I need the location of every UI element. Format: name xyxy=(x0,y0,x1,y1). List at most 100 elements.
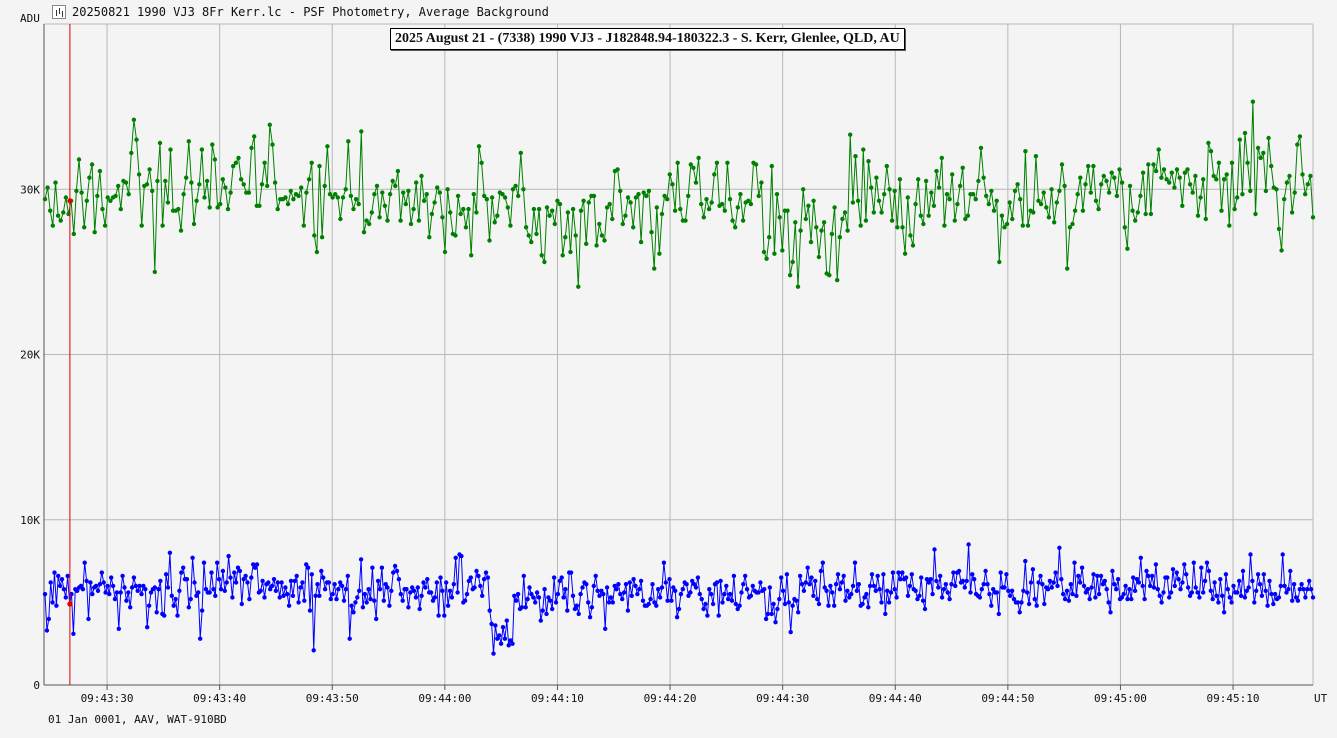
series-1-point xyxy=(595,588,600,593)
x-tick-label: 09:43:30 xyxy=(81,692,134,705)
series-0-point xyxy=(1308,173,1313,179)
series-1-point xyxy=(1259,593,1265,598)
series-1-point xyxy=(385,585,390,590)
series-1-point xyxy=(936,585,941,590)
series-1-point xyxy=(476,573,481,579)
series-1-point xyxy=(254,562,260,567)
series-0-point xyxy=(1112,175,1117,180)
series-0-point xyxy=(79,190,84,195)
series-1-point xyxy=(391,570,396,575)
series-1-point xyxy=(578,591,583,597)
series-0-point xyxy=(686,193,691,199)
series-1-point xyxy=(1263,588,1268,593)
series-1-point xyxy=(820,560,825,565)
series-1-point xyxy=(604,585,610,590)
series-1-point xyxy=(750,583,755,589)
series-0-point xyxy=(306,177,312,182)
series-0-point xyxy=(53,180,58,185)
series-0-point xyxy=(312,233,317,238)
series-0-point xyxy=(513,183,518,189)
series-1-point xyxy=(141,583,146,589)
series-1-point xyxy=(305,565,311,570)
series-0-point xyxy=(84,198,90,203)
series-1-point xyxy=(695,575,701,580)
series-1-point xyxy=(175,613,180,618)
series-1-point xyxy=(797,573,803,579)
series-0-point xyxy=(1206,140,1211,146)
series-1-point xyxy=(226,553,231,559)
series-0-point xyxy=(369,210,374,215)
series-1-point xyxy=(521,573,526,579)
series-1-point xyxy=(883,611,888,617)
series-1-point xyxy=(557,578,562,584)
x-axis-label: UT xyxy=(1314,692,1328,705)
series-0-point xyxy=(411,206,416,212)
series-1-point xyxy=(892,587,897,592)
series-0-point xyxy=(440,215,445,220)
series-0-point xyxy=(309,160,314,165)
series-0-point xyxy=(1044,205,1049,210)
series-0-point xyxy=(1219,208,1224,213)
series-1-point xyxy=(419,593,424,598)
series-0-point xyxy=(597,221,602,227)
series-0-point xyxy=(1229,160,1235,165)
series-1-point xyxy=(1132,588,1138,593)
series-0-point xyxy=(1151,162,1156,167)
series-1-point xyxy=(709,591,714,597)
series-0-point xyxy=(1248,188,1253,194)
series-1-point xyxy=(379,565,385,570)
series-0-point xyxy=(1004,221,1010,227)
series-1-point xyxy=(241,577,246,582)
series-1-point xyxy=(994,590,1000,595)
series-1-point xyxy=(69,591,74,597)
series-0-point xyxy=(1245,160,1250,165)
series-1-point xyxy=(71,631,76,636)
series-1-point xyxy=(190,555,195,560)
series-1-point xyxy=(304,562,309,567)
series-1-point xyxy=(985,582,990,587)
series-1-point xyxy=(553,600,559,605)
series-0-point xyxy=(565,210,571,215)
x-tick-label: 09:44:40 xyxy=(869,692,922,705)
series-1-point xyxy=(269,583,275,589)
series-1-point xyxy=(1028,580,1034,585)
series-0-point xyxy=(518,150,523,156)
series-0-point xyxy=(348,193,354,199)
series-0-point xyxy=(275,206,280,212)
series-0-point xyxy=(505,205,510,210)
series-0-point xyxy=(398,218,403,223)
series-1-point xyxy=(1051,580,1056,585)
series-1-point xyxy=(1201,590,1206,595)
series-0-point xyxy=(1174,167,1180,172)
series-0-point xyxy=(1086,163,1091,169)
series-1-point xyxy=(917,593,922,598)
series-0-point xyxy=(1269,163,1274,169)
series-1-point xyxy=(657,595,663,600)
series-1-point xyxy=(218,587,224,592)
series-0-point xyxy=(147,167,152,172)
series-1-point xyxy=(714,580,720,585)
series-0-point xyxy=(212,157,218,162)
series-0-point xyxy=(184,175,189,180)
series-1-point xyxy=(213,593,218,598)
series-1-point xyxy=(599,588,604,593)
series-1-point xyxy=(1284,590,1289,595)
series-0-point xyxy=(1235,195,1240,200)
series-1-point xyxy=(673,588,678,593)
series-1-point xyxy=(527,585,532,590)
series-1-point xyxy=(237,568,243,574)
series-1-point xyxy=(1004,572,1009,577)
series-1-point xyxy=(167,550,173,555)
series-1-point xyxy=(404,587,409,592)
series-1-point xyxy=(95,588,101,593)
series-1-point xyxy=(262,595,267,600)
series-1-point xyxy=(835,572,841,577)
series-1-point xyxy=(192,580,197,585)
series-1-point xyxy=(444,580,449,585)
series-1-point xyxy=(1066,598,1072,603)
series-1-point xyxy=(126,590,131,595)
series-1-point xyxy=(445,603,451,608)
series-1-point xyxy=(718,578,723,584)
series-0-point xyxy=(1282,197,1287,202)
